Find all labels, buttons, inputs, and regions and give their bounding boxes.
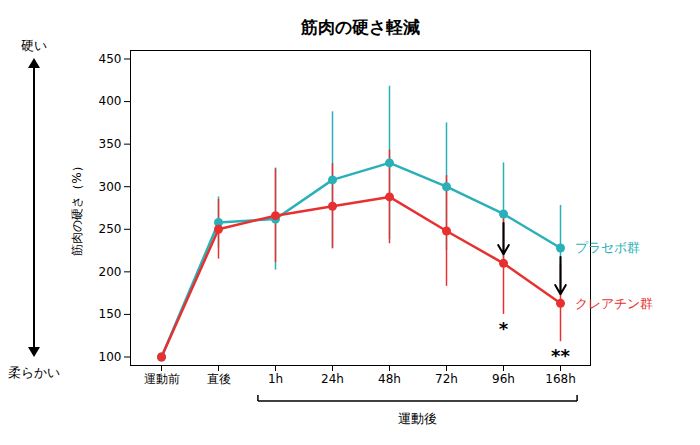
- svg-text:筋肉の硬さ軽減: 筋肉の硬さ軽減: [300, 17, 420, 37]
- svg-text:150: 150: [99, 307, 122, 321]
- svg-text:72h: 72h: [435, 372, 458, 386]
- svg-text:96h: 96h: [492, 372, 515, 386]
- svg-text:250: 250: [99, 222, 122, 236]
- svg-text:400: 400: [99, 94, 122, 108]
- svg-text:運動後: 運動後: [398, 411, 437, 426]
- svg-text:48h: 48h: [378, 372, 401, 386]
- svg-text:直後: 直後: [207, 372, 231, 386]
- svg-text:100: 100: [99, 350, 122, 364]
- svg-text:*: *: [499, 318, 509, 339]
- svg-text:運動前: 運動前: [144, 372, 180, 386]
- svg-text:プラセボ群: プラセボ群: [575, 240, 640, 255]
- svg-text:24h: 24h: [321, 372, 344, 386]
- svg-text:300: 300: [99, 180, 122, 194]
- svg-text:450: 450: [99, 52, 122, 66]
- svg-text:筋肉の硬さ（%）: 筋肉の硬さ（%）: [70, 160, 84, 255]
- svg-text:**: **: [551, 345, 570, 366]
- svg-text:1h: 1h: [268, 372, 283, 386]
- svg-text:200: 200: [99, 265, 122, 279]
- svg-text:柔らかい: 柔らかい: [8, 365, 60, 380]
- svg-text:168h: 168h: [545, 372, 576, 386]
- svg-text:クレアチン群: クレアチン群: [575, 296, 653, 311]
- svg-text:350: 350: [99, 137, 122, 151]
- svg-text:硬い: 硬い: [21, 38, 47, 53]
